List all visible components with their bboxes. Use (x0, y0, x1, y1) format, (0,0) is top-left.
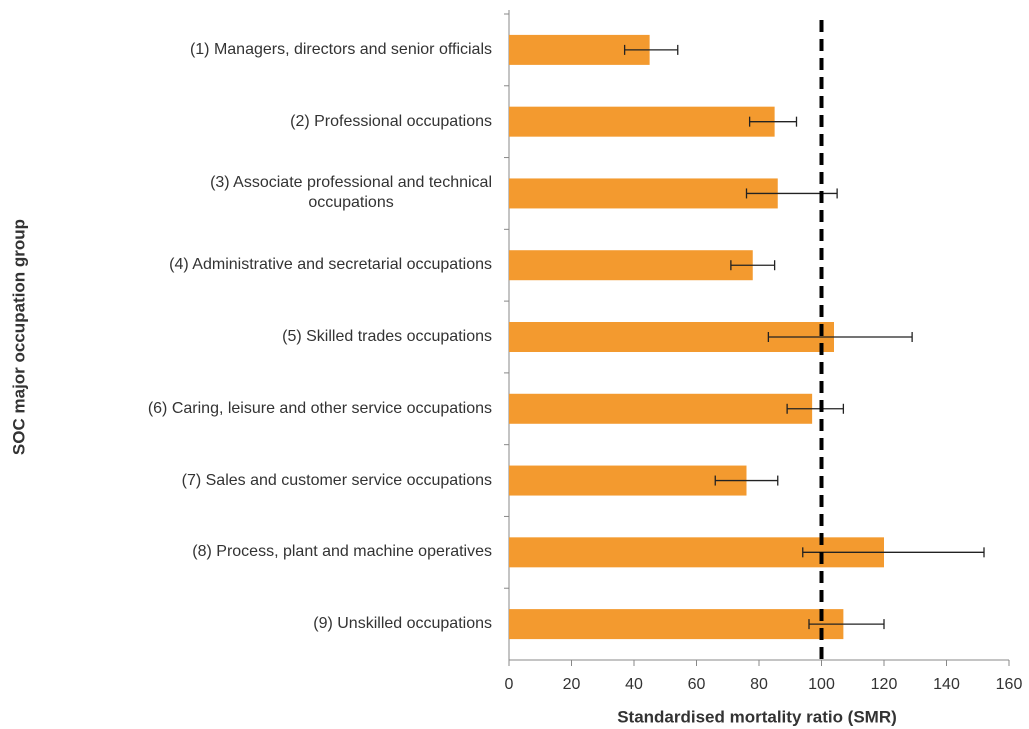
error-bar (786, 403, 845, 414)
x-tick-label: 160 (996, 676, 1023, 693)
x-axis-label: Standardised mortality ratio (SMR) (617, 707, 897, 726)
y-tick-label: (5) Skilled trades occupations (282, 328, 492, 345)
error-bar (730, 260, 776, 271)
y-tick-label: (4) Administrative and secretarial occup… (169, 256, 492, 274)
x-tick-label: 0 (505, 676, 514, 693)
y-tick-label: (7) Sales and customer service occupatio… (181, 471, 492, 489)
error-bar (808, 619, 885, 630)
y-tick-label: (8) Process, plant and machine operative… (192, 543, 492, 561)
y-tick-label: (9) Unskilled occupations (313, 615, 492, 633)
bar (509, 250, 753, 281)
bar (509, 465, 747, 496)
bar (509, 178, 778, 209)
x-tick-label: 40 (625, 676, 643, 693)
x-tick-label: 120 (871, 676, 898, 693)
y-tick-label: (1) Managers, directors and senior offic… (189, 40, 492, 58)
bar (509, 106, 775, 137)
x-tick-label: 60 (688, 676, 706, 693)
x-tick-label: 100 (808, 676, 835, 693)
bar (509, 609, 844, 640)
error-bar (767, 332, 913, 342)
y-axis-label: SOC major occupation group (9, 219, 28, 455)
x-tick-label: 20 (563, 676, 581, 693)
error-bar (748, 116, 798, 127)
error-bar (802, 547, 985, 558)
y-tick-label: (6) Caring, leisure and other service oc… (147, 399, 492, 417)
y-tick-label: (3) Associate professional and technical… (210, 174, 492, 212)
x-tick-label: 140 (933, 676, 960, 693)
error-bar (714, 475, 779, 486)
bar (509, 393, 813, 424)
x-tick-label: 80 (750, 676, 768, 693)
y-tick-label: (2) Professional occupations (290, 112, 492, 130)
error-bar (623, 44, 679, 55)
